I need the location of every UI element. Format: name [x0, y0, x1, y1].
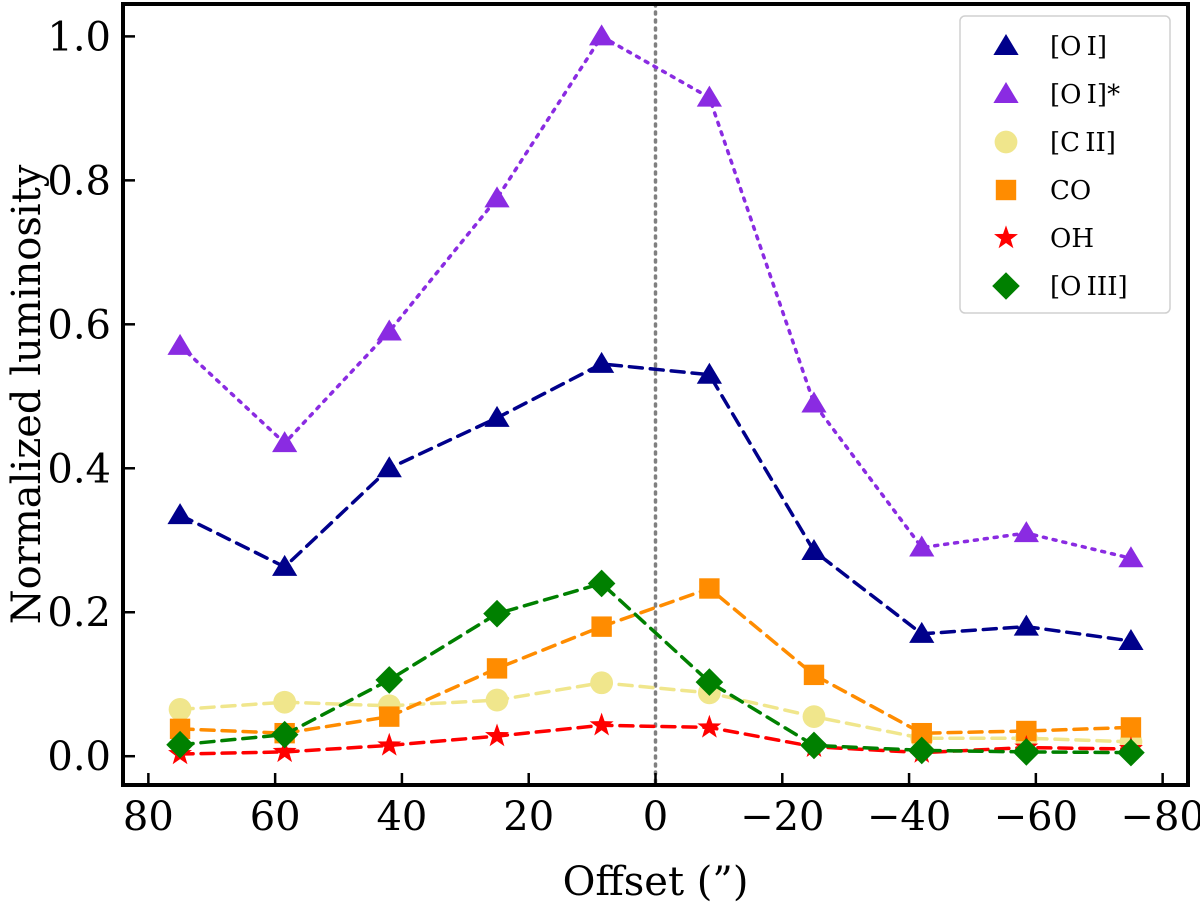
data-point-oi-star — [167, 333, 193, 355]
y-tick-label: 0.8 — [47, 158, 111, 204]
data-point-oiii — [695, 668, 724, 696]
data-point-oh — [272, 739, 297, 763]
series-line-co — [178, 586, 1133, 735]
data-point-co — [803, 664, 825, 686]
series-line-oi-star — [178, 34, 1133, 561]
y-tick-label: 1.0 — [47, 14, 111, 60]
data-point-oi — [167, 503, 193, 525]
legend-label-oh: OH — [1050, 224, 1094, 254]
data-point-oiii — [483, 599, 511, 628]
x-tick-label: −80 — [1120, 794, 1200, 840]
data-point-oi — [909, 621, 935, 643]
data-point-co — [486, 658, 508, 679]
series-oi-star — [167, 24, 1144, 568]
data-point-oiii — [800, 731, 828, 760]
data-point-co — [169, 718, 191, 740]
data-point-oi — [696, 362, 722, 384]
x-tick-label: −40 — [867, 794, 951, 840]
data-point-oi-star — [696, 85, 722, 107]
y-tick-label: 0.4 — [47, 446, 111, 492]
y-tick-label: 0.2 — [47, 590, 111, 636]
x-tick-label: 40 — [376, 794, 427, 840]
data-point-cii — [802, 705, 826, 729]
x-tick-label: 60 — [250, 794, 301, 840]
x-tick-label: 20 — [503, 794, 554, 840]
data-point-oiii — [907, 736, 936, 765]
y-tick-label: 0.6 — [47, 302, 111, 348]
data-point-co — [1016, 720, 1037, 742]
data-point-cii — [168, 698, 192, 721]
data-point-oi — [272, 554, 298, 576]
data-point-co — [699, 578, 720, 599]
data-point-oi — [1013, 614, 1039, 636]
data-point-oiii — [375, 666, 404, 694]
data-point-oi-star — [1118, 546, 1144, 568]
data-point-co — [1120, 717, 1142, 738]
data-point-oi-star — [589, 24, 615, 46]
data-point-oi-star — [909, 535, 935, 557]
data-point-cii — [273, 690, 297, 714]
data-point-co — [379, 706, 400, 727]
legend-marker-cii — [994, 130, 1018, 154]
x-tick-label: −60 — [994, 794, 1078, 840]
data-point-oiii — [1012, 738, 1041, 766]
legend-box — [959, 15, 1171, 314]
data-point-oi — [589, 351, 615, 373]
data-point-oi-star — [484, 186, 510, 208]
data-point-oh — [589, 712, 614, 736]
data-point-oi — [484, 405, 510, 427]
series-oiii — [166, 569, 1145, 767]
legend-marker-oiii — [992, 272, 1020, 300]
legend-label-oi-star: [O I]* — [1050, 80, 1120, 110]
data-point-oi-star — [376, 319, 402, 341]
legend-marker-co — [995, 179, 1017, 201]
data-point-oiii — [1117, 738, 1145, 767]
data-point-oiii — [587, 569, 616, 598]
y-tick-label: 0.0 — [47, 734, 111, 780]
data-point-co — [591, 616, 612, 637]
y-axis-label: Normalized luminosity — [4, 164, 50, 624]
series-line-oiii — [178, 581, 1133, 755]
series-line-oi — [178, 362, 1133, 643]
legend-marker-oi-star — [993, 82, 1019, 103]
data-point-cii — [485, 688, 509, 712]
data-point-cii — [590, 671, 614, 695]
legend-label-oiii: [O III] — [1050, 272, 1128, 302]
legend-marker-oh — [994, 225, 1018, 249]
legend-marker-oi — [993, 34, 1019, 55]
data-point-oiii — [270, 720, 299, 749]
data-point-oh — [377, 732, 402, 756]
x-tick-label: 80 — [123, 794, 174, 840]
series-line-cii — [178, 681, 1133, 744]
data-point-oi-star — [801, 391, 827, 413]
legend: [O I] [O I]* [C II] CO OH [O III] — [959, 15, 1171, 314]
legend-label-oi: [O I] — [1050, 32, 1107, 62]
x-axis-label: Offset (”) — [563, 859, 749, 905]
legend-label-cii: [C II] — [1050, 128, 1116, 158]
data-point-oh — [697, 714, 722, 738]
data-point-oh — [485, 723, 509, 747]
data-point-oi-star — [272, 431, 298, 453]
plot-area — [166, 2, 1145, 787]
data-point-oiii — [166, 730, 194, 759]
data-point-oi — [1118, 629, 1144, 651]
x-tick-label: −20 — [740, 794, 824, 840]
legend-label-co: CO — [1050, 176, 1091, 206]
data-point-oi — [376, 456, 402, 478]
axis-ticks: 80 60 40 20 0 −20 −40 −60 −80 0.0 0.2 0.4 0.6 0.8 1.0 — [47, 14, 1200, 840]
data-point-oi — [801, 539, 827, 561]
x-tick-label: 0 — [643, 794, 668, 840]
data-point-co — [911, 722, 932, 744]
series-oi — [167, 351, 1144, 651]
data-point-oi-star — [1013, 521, 1039, 543]
